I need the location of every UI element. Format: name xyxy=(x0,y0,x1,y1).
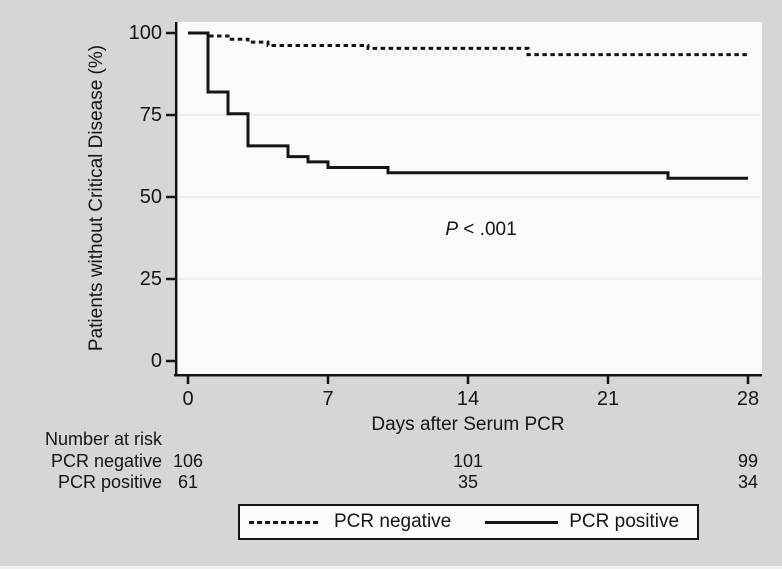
x-tick-label-28: 28 xyxy=(736,388,760,410)
legend-label-pcr-positive: PCR positive xyxy=(569,511,680,532)
risk-table-title: Number at risk xyxy=(44,429,162,449)
x-tick-label-7: 7 xyxy=(322,388,334,410)
figure-bottom-edge xyxy=(0,566,782,569)
y-tick-label-50: 50 xyxy=(139,186,162,208)
risk-value-positive-day0: 61 xyxy=(177,472,199,492)
risk-value-positive-day14: 35 xyxy=(457,472,479,492)
risk-value-positive-day28: 34 xyxy=(737,472,759,492)
legend-label-pcr-negative: PCR negative xyxy=(334,511,452,532)
risk-row-label-pcr-positive: PCR positive xyxy=(57,472,162,492)
x-axis-title: Days after Serum PCR xyxy=(371,414,565,435)
y-tick-label-25: 25 xyxy=(139,268,162,290)
p-value-text: < .001 xyxy=(458,219,517,240)
risk-value-negative-day0: 106 xyxy=(172,451,204,471)
x-tick-label-0: 0 xyxy=(182,388,194,410)
p-value-annotation: P < .001 xyxy=(396,219,566,241)
p-value-symbol: P xyxy=(445,219,459,240)
x-tick-label-21: 21 xyxy=(596,388,620,410)
y-axis-title: Patients without Critical Disease (%) xyxy=(86,44,107,352)
y-tick-label-0: 0 xyxy=(150,350,162,372)
x-tick-label-14: 14 xyxy=(456,388,480,410)
legend-box: PCR negative PCR positive xyxy=(238,504,699,540)
solid-line-swatch xyxy=(485,520,559,524)
risk-value-negative-day28: 99 xyxy=(737,451,759,471)
y-tick-label-100: 100 xyxy=(128,22,162,44)
risk-value-negative-day14: 101 xyxy=(452,451,484,471)
y-tick-label-75: 75 xyxy=(139,104,162,126)
dashed-line-swatch xyxy=(249,520,321,524)
risk-row-label-pcr-negative: PCR negative xyxy=(50,451,162,471)
